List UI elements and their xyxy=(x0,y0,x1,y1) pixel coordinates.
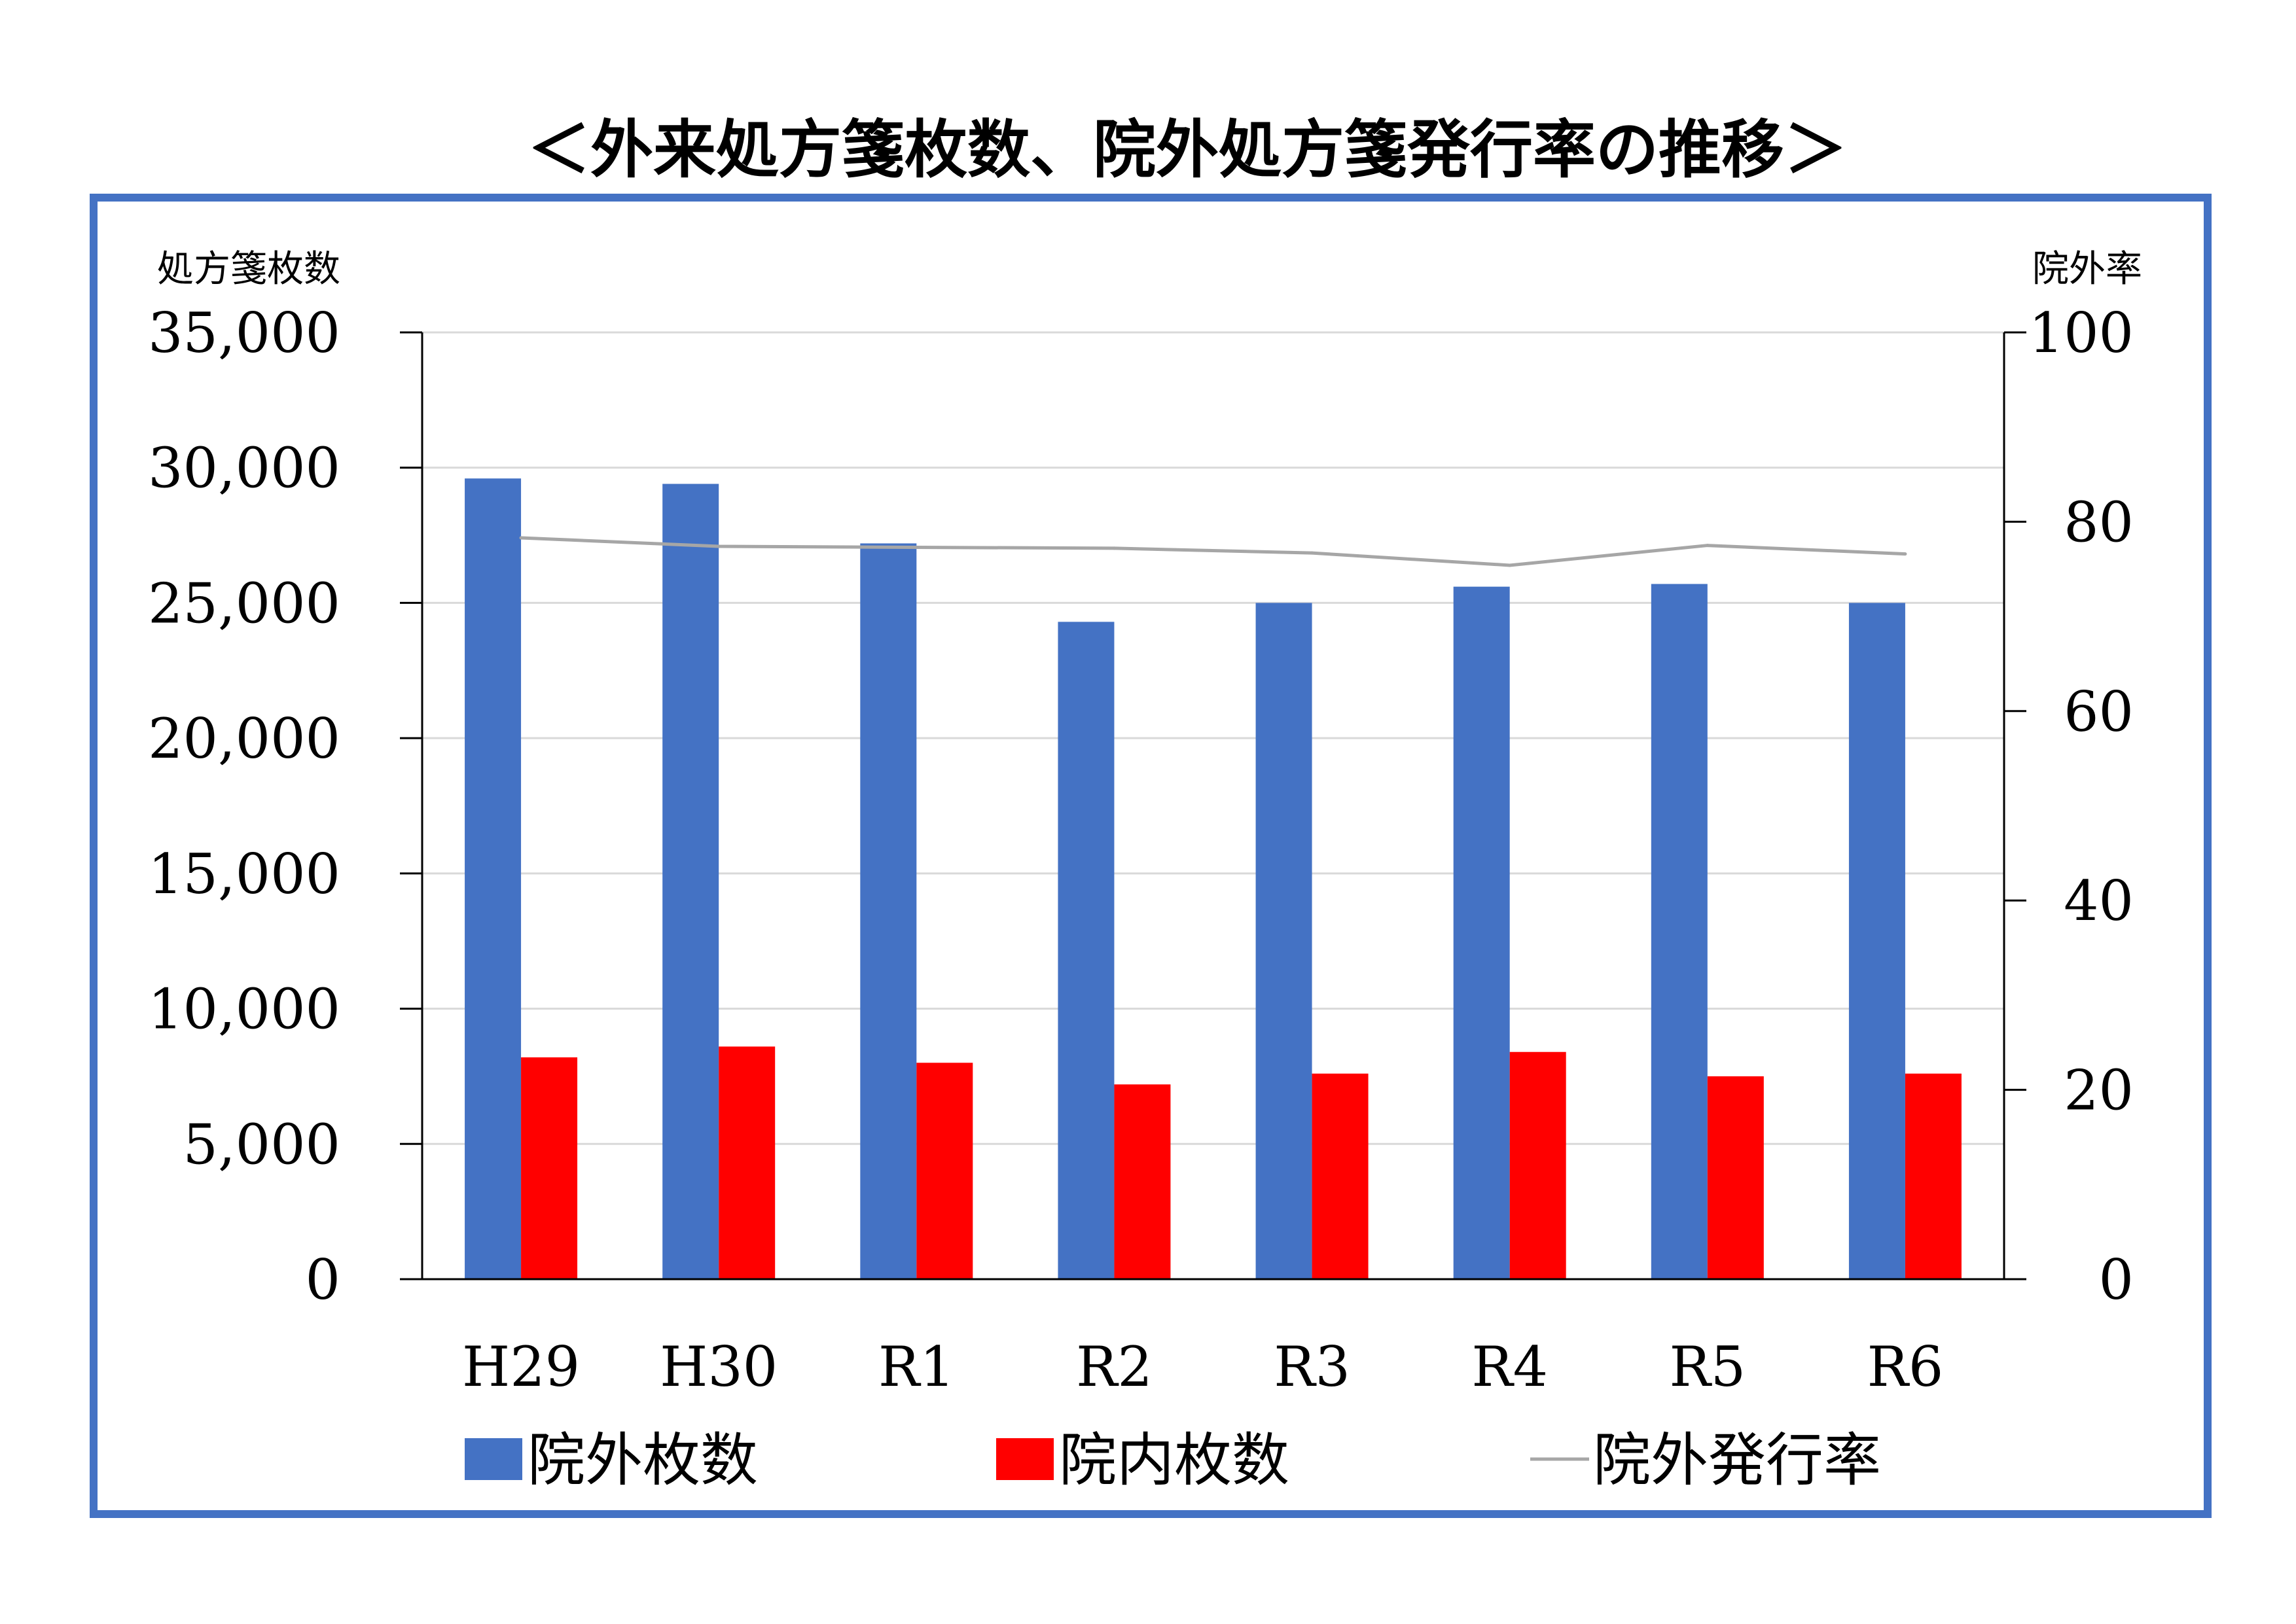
left-axis-tick-label: 10,000 xyxy=(148,978,340,1042)
outside-prescription-bar xyxy=(1651,584,1708,1280)
rate-point xyxy=(1508,563,1512,567)
outside-prescription-bar xyxy=(1058,622,1115,1279)
x-axis-category-label: R5 xyxy=(1669,1335,1746,1399)
legend-outside-bar-swatch xyxy=(465,1438,522,1480)
left-axis-tick-label: 20,000 xyxy=(148,707,340,771)
outside-prescription-bar xyxy=(860,543,917,1279)
outside-issuance-rate-line xyxy=(520,536,1906,567)
x-axis-category-label: R3 xyxy=(1274,1335,1350,1399)
outside-prescription-bar xyxy=(1848,603,1905,1279)
left-axis-tick-label: 0 xyxy=(306,1248,340,1312)
chart-title: ＜外来処方箋枚数、院外処方箋発行率の推移＞ xyxy=(528,113,1847,186)
right-axis-tick-label: 80 xyxy=(2064,490,2134,554)
label-layer: 0 5,000 10,000 15,000 20,000 25,000 30,000 35,0… xyxy=(148,301,2134,1399)
left-axis-tick-label: 15,000 xyxy=(148,842,340,906)
left-axis-tick-label: 25,000 xyxy=(148,571,340,635)
chart-frame xyxy=(90,194,2212,1518)
legend-label: 院外枚数 xyxy=(528,1426,758,1494)
x-axis-category-label: H29 xyxy=(462,1335,580,1399)
inside-prescription-bar xyxy=(1312,1073,1369,1279)
rate-point xyxy=(914,545,918,549)
x-axis-category-label: R1 xyxy=(878,1335,955,1399)
outside-prescription-bar xyxy=(1453,586,1510,1280)
legend: 院外枚数 院内枚数 院外発行率 xyxy=(465,1426,1881,1494)
right-axis-tick-label: 0 xyxy=(2099,1248,2134,1312)
outside-prescription-bar xyxy=(662,484,719,1279)
left-axis-unit-label: 処方箋枚数 xyxy=(157,248,340,291)
legend-inside-bar-swatch xyxy=(996,1438,1054,1480)
right-axis-unit-label: 院外率 xyxy=(2032,248,2142,291)
rate-point xyxy=(1706,544,1710,548)
rate-point xyxy=(717,544,721,548)
axis-layer xyxy=(400,331,2026,1280)
left-axis-tick-label: 30,000 xyxy=(148,436,340,501)
right-axis-tick-label: 40 xyxy=(2064,869,2134,933)
inside-prescription-bar xyxy=(916,1063,973,1279)
x-axis-category-label: R4 xyxy=(1471,1335,1548,1399)
legend-label: 院内枚数 xyxy=(1059,1426,1289,1494)
line-layer xyxy=(519,536,1907,567)
rate-point xyxy=(1112,546,1116,550)
x-axis-category-label: H30 xyxy=(660,1335,778,1399)
x-axis-category-label: R6 xyxy=(1867,1335,1944,1399)
outside-prescription-bar xyxy=(1255,603,1312,1279)
right-axis-tick-label: 60 xyxy=(2064,680,2134,744)
inside-prescription-bar xyxy=(1509,1051,1566,1279)
rate-point xyxy=(519,536,523,540)
right-axis-tick-label: 20 xyxy=(2064,1059,2134,1123)
inside-prescription-bar xyxy=(521,1057,578,1279)
legend-label: 院外発行率 xyxy=(1593,1426,1881,1494)
inside-prescription-bar xyxy=(1905,1073,1962,1279)
rate-point xyxy=(1903,552,1907,556)
inside-prescription-bar xyxy=(1114,1084,1171,1279)
left-axis-tick-label: 5,000 xyxy=(183,1112,340,1176)
inside-prescription-bar xyxy=(719,1046,776,1279)
left-axis-tick-label: 35,000 xyxy=(148,301,340,365)
right-axis-tick-label: 100 xyxy=(2029,301,2134,365)
x-axis-category-label: R2 xyxy=(1076,1335,1153,1399)
rate-point xyxy=(1310,551,1314,555)
outside-prescription-bar xyxy=(465,478,522,1279)
inside-prescription-bar xyxy=(1707,1076,1764,1279)
bar-layer xyxy=(465,478,1962,1280)
